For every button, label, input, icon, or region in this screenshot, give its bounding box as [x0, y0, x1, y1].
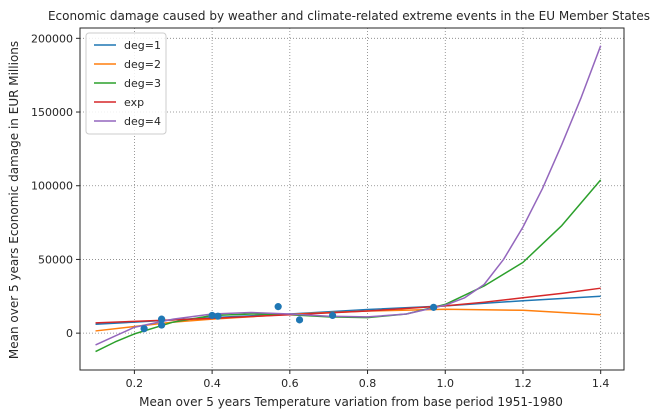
x-tick-label: 0.4	[203, 377, 221, 390]
data-point	[208, 311, 216, 320]
x-tick-label: 0.2	[126, 377, 144, 390]
y-axis-label: Mean over 5 years Economic damage in EUR…	[7, 41, 21, 359]
y-tick-label: 150000	[31, 106, 73, 119]
data-point	[274, 303, 282, 311]
legend-label-deg=3: deg=3	[124, 77, 161, 90]
legend-label-deg=1: deg=1	[124, 39, 161, 52]
legend-label-exp: exp	[124, 96, 144, 109]
legend-label-deg=4: deg=4	[124, 115, 161, 128]
series-line-deg=4	[95, 45, 602, 346]
x-tick-label: 1.0	[437, 377, 455, 390]
y-tick-label: 200000	[31, 32, 73, 45]
data-point	[140, 325, 148, 333]
x-tick-label: 1.4	[592, 377, 610, 390]
data-point	[158, 315, 166, 323]
series-line-deg=3	[95, 179, 602, 353]
legend-box	[85, 32, 167, 135]
data-point	[430, 303, 438, 311]
legend-label-deg=2: deg=2	[124, 58, 161, 71]
x-tick-label: 0.6	[281, 377, 299, 390]
x-axis-label: Mean over 5 years Temperature variation …	[139, 395, 563, 409]
data-point	[214, 312, 222, 320]
plot-frame	[79, 27, 625, 371]
chart-title: Economic damage caused by weather and cl…	[48, 9, 650, 23]
data-point	[328, 311, 337, 320]
data-point	[295, 316, 304, 324]
data-point	[158, 321, 166, 329]
x-tick-label: 1.2	[514, 377, 532, 390]
x-tick-label: 0.8	[359, 377, 377, 390]
y-tick-label: 0	[66, 327, 73, 340]
y-tick-label: 50000	[38, 253, 73, 266]
y-tick-label: 100000	[31, 180, 73, 193]
